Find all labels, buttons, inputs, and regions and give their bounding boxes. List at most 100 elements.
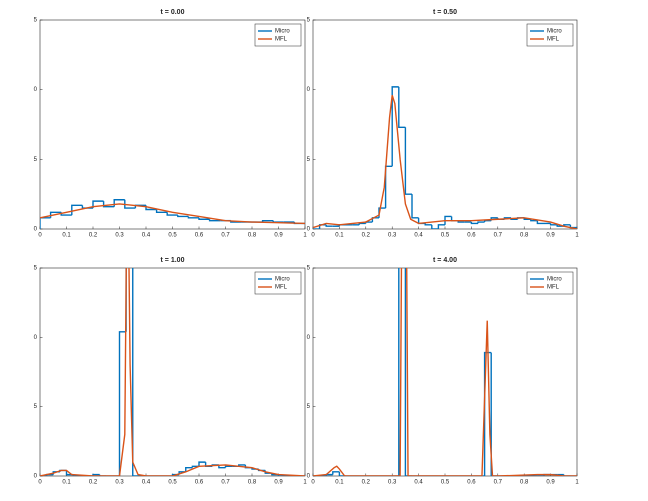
x-tick-label: 0.6 — [195, 233, 204, 239]
subplot-title: t = 0.50 — [433, 9, 457, 16]
x-tick-label: 1 — [303, 233, 307, 239]
x-tick-label: 0.7 — [221, 480, 230, 486]
x-tick-label: 0.5 — [168, 480, 177, 486]
x-tick-label: 0.7 — [494, 480, 503, 486]
step-segment — [187, 216, 199, 219]
x-tick-label: 1 — [575, 233, 579, 239]
step-segment — [563, 474, 571, 476]
line — [40, 268, 305, 476]
step-segment — [470, 222, 478, 225]
plot-area — [313, 86, 577, 229]
x-tick-label: 0.5 — [168, 233, 177, 239]
x-tick-label: 0.6 — [467, 480, 476, 486]
x-tick-label: 0.3 — [388, 233, 397, 239]
subplot: t = 1.00 0 0.1 0.2 0.3 0.4 0.5 0.6 0.7 0.8 0.9 1 5 0 5… — [34, 257, 308, 486]
x-tick-label: 0.3 — [388, 480, 397, 486]
step-segment — [98, 474, 107, 476]
step-segment — [398, 86, 406, 128]
x-tick-label: 0.1 — [62, 233, 71, 239]
legend-label: MFL — [547, 285, 560, 291]
legend-box — [526, 271, 574, 295]
x-tick-label: 0.5 — [441, 233, 450, 239]
x-tick-label: 0.7 — [494, 233, 503, 239]
x-tick-label: 0.4 — [414, 480, 423, 486]
legend-label: Micro — [547, 277, 562, 283]
axes-box — [39, 267, 306, 477]
y-tick-label: 0 — [307, 87, 311, 93]
y-tick-label: 5 — [307, 157, 311, 163]
x-tick-label: 0 — [311, 233, 315, 239]
subplot: t = 0.50 0 0.1 0.2 0.3 0.4 0.5 0.6 0.7 0.8 0.9 1 5 0 5… — [307, 9, 580, 239]
x-tick-label: 0.7 — [221, 233, 230, 239]
x-tick-label: 0.6 — [467, 233, 476, 239]
step-segment — [411, 194, 419, 219]
step-segment — [338, 471, 346, 476]
x-tick-label: 0.4 — [142, 233, 151, 239]
y-tick-label: 0 — [34, 335, 38, 341]
step-segment — [224, 465, 233, 468]
x-tick-label: 0.1 — [62, 480, 71, 486]
plot-area — [40, 268, 305, 476]
x-tick-label: 0.5 — [441, 480, 450, 486]
step-segment — [155, 209, 168, 213]
subplot: t = 4.00 0 0.1 0.2 0.3 0.4 0.5 0.6 0.7 0.8 0.9 1 5 0 5… — [307, 257, 580, 486]
axes-box — [312, 267, 578, 477]
x-tick-label: 0.8 — [248, 233, 257, 239]
y-tick-label: 5 — [34, 266, 38, 272]
step-segment — [102, 201, 115, 208]
step-segment — [437, 224, 445, 229]
step-segment — [261, 219, 274, 223]
y-tick-label: 5 — [34, 18, 38, 24]
x-tick-label: 0.1 — [335, 480, 344, 486]
x-tick-label: 0.4 — [414, 233, 423, 239]
x-tick-label: 0 — [38, 233, 42, 239]
legend-box — [254, 271, 302, 295]
subplot-title: t = 4.00 — [433, 257, 457, 264]
line — [40, 203, 305, 225]
x-tick-label: 0.9 — [546, 233, 555, 239]
step-segment — [185, 466, 193, 472]
step-segment — [332, 471, 340, 475]
line — [313, 268, 577, 476]
line — [313, 95, 577, 229]
y-tick-label: 0 — [307, 227, 311, 233]
subplot-title: t = 1.00 — [161, 257, 185, 264]
x-tick-label: 0.9 — [274, 480, 283, 486]
axes-box — [312, 19, 578, 230]
subplot: t = 0.00 0 0.1 0.2 0.3 0.4 0.5 0.6 0.7 0.8 0.9 1 5 0 5… — [34, 9, 308, 239]
step-segment — [92, 200, 104, 209]
step-segment — [490, 352, 498, 476]
step-segment — [391, 86, 399, 167]
step-segment — [424, 223, 432, 226]
y-tick-label: 0 — [307, 474, 311, 480]
y-tick-label: 0 — [307, 335, 311, 341]
x-tick-label: 0.9 — [546, 480, 555, 486]
x-tick-label: 0.1 — [335, 233, 344, 239]
step-segment — [536, 220, 544, 225]
x-tick-label: 0.2 — [89, 233, 98, 239]
x-tick-label: 0.9 — [274, 233, 283, 239]
x-tick-label: 0.6 — [195, 480, 204, 486]
step-segment — [549, 223, 558, 226]
step-segment — [431, 224, 439, 229]
step-segment — [124, 199, 136, 209]
x-tick-label: 0.3 — [115, 480, 124, 486]
y-tick-label: 5 — [307, 266, 311, 272]
legend-box — [254, 23, 302, 47]
x-tick-label: 0 — [311, 480, 315, 486]
x-tick-label: 0.8 — [248, 480, 257, 486]
step-segment — [208, 219, 221, 222]
x-tick-label: 0.3 — [115, 233, 124, 239]
legend-label: Micro — [275, 277, 290, 283]
step-segment — [325, 224, 333, 227]
step-segment — [118, 331, 127, 476]
step-segment — [198, 461, 206, 467]
legend-label: Micro — [275, 29, 290, 35]
x-tick-label: 0.2 — [362, 480, 371, 486]
y-tick-label: 5 — [34, 157, 38, 163]
x-tick-label: 0.8 — [520, 233, 529, 239]
step-segment — [530, 219, 538, 222]
x-tick-label: 0.4 — [142, 480, 151, 486]
step-segment — [477, 221, 485, 224]
